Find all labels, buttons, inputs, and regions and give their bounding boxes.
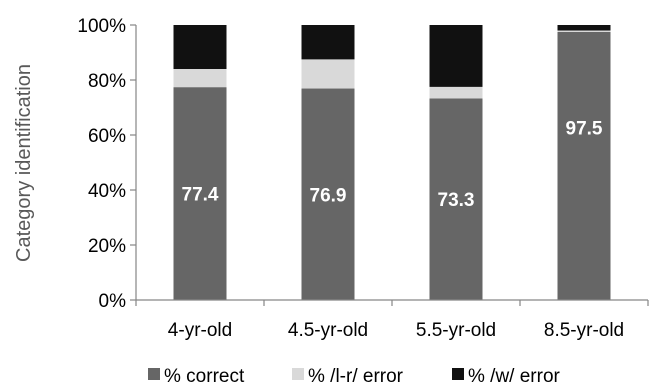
bar-segment-1-2 [301,88,355,300]
bar-segment-3-4 [557,25,611,31]
bar-segment-1-4 [557,31,611,301]
y-tick-label: 40% [88,181,126,202]
data-label: 73.3 [438,190,475,211]
legend-label-1: % correct [164,366,245,385]
bar-segment-1-1 [173,87,227,301]
bar-segment-3-1 [173,25,227,69]
bar-segment-2-3 [429,86,483,99]
y-tick-label: 0% [99,291,127,312]
bar-segment-2-4 [557,30,611,32]
bar-segment-3-3 [429,25,483,87]
y-tick-label: 60% [88,126,126,147]
bar-segment-3-2 [301,25,355,60]
x-tick-label: 5.5-yr-old [416,320,496,341]
legend-swatch-3 [452,368,464,380]
data-labels: 77.4 76.9 73.3 97.5 [182,118,603,211]
legend-label-2: % /l-r/ error [308,366,404,385]
x-tick-label: 8.5-yr-old [544,320,624,341]
y-tick-label: 80% [88,71,126,92]
axes: 4-yr-old 4.5-yr-old 5.5-yr-old 8.5-yr-old 0%… [13,16,649,341]
bar-segment-1-3 [429,98,483,301]
x-tick-label: 4-yr-old [168,320,232,341]
data-label: 76.9 [310,185,347,206]
y-axis-title: Category identification [13,64,35,262]
legend-swatch-1 [148,368,160,380]
bar-segment-2-1 [173,69,227,88]
legend: % correct % /l-r/ error % /w/ error [148,366,561,385]
y-tick-label: 20% [88,236,126,257]
legend-label-3: % /w/ error [468,366,561,385]
data-label: 97.5 [566,118,603,139]
bars [173,25,611,301]
x-tick-label: 4.5-yr-old [288,320,368,341]
bar-segment-2-2 [301,59,355,89]
data-label: 77.4 [182,185,219,206]
legend-swatch-2 [292,368,304,380]
y-tick-label: 100% [77,16,126,37]
